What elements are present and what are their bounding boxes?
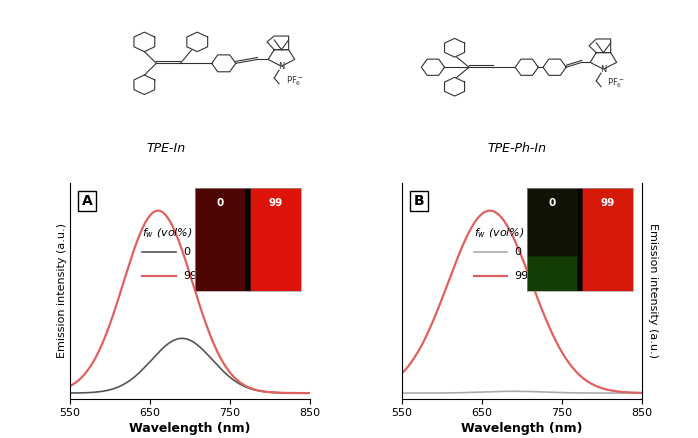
Text: 0: 0 xyxy=(183,247,190,257)
Text: 99: 99 xyxy=(183,271,197,281)
Text: PF$_6^-$: PF$_6^-$ xyxy=(286,74,304,88)
Y-axis label: Emission intensity (a.u.): Emission intensity (a.u.) xyxy=(648,223,658,358)
Text: A: A xyxy=(82,194,93,208)
X-axis label: Wavelength (nm): Wavelength (nm) xyxy=(461,423,583,435)
Text: B: B xyxy=(414,194,424,208)
Text: TPE-In: TPE-In xyxy=(147,142,186,155)
Text: 99: 99 xyxy=(514,271,529,281)
Text: N: N xyxy=(279,62,285,71)
Text: TPE-Ph-In: TPE-Ph-In xyxy=(488,142,547,155)
X-axis label: Wavelength (nm): Wavelength (nm) xyxy=(129,423,251,435)
Text: N: N xyxy=(600,65,607,74)
Text: $f_w$ (vol%): $f_w$ (vol%) xyxy=(142,226,193,240)
Text: 0: 0 xyxy=(514,247,521,257)
Text: $f_w$ (vol%): $f_w$ (vol%) xyxy=(474,226,524,240)
Text: PF$_6^-$: PF$_6^-$ xyxy=(607,77,625,91)
Y-axis label: Emission intensity (a.u.): Emission intensity (a.u.) xyxy=(57,223,67,358)
